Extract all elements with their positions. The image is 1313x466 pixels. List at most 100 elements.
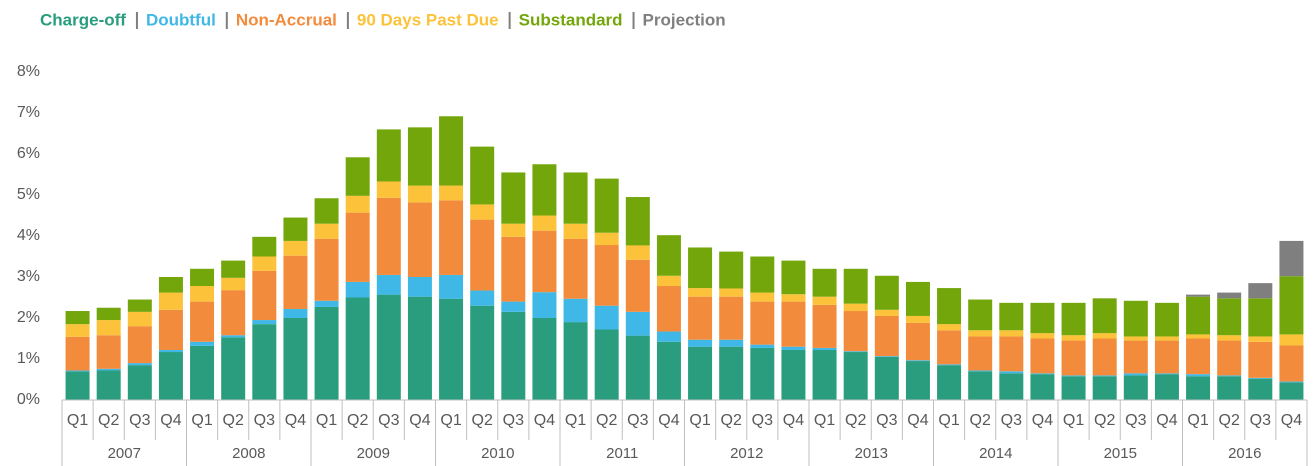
y-tick-label: 8% <box>17 63 40 80</box>
bar-segment <box>874 309 899 316</box>
bar-segment <box>968 299 993 331</box>
bar-segment <box>96 370 121 400</box>
bar-segment <box>1186 338 1211 375</box>
group-label: 2011 <box>606 445 638 462</box>
bar-segment <box>376 181 401 198</box>
x-tick-label: Q3 <box>378 412 399 429</box>
bar-segment <box>501 172 526 224</box>
bar-segment <box>1154 374 1179 400</box>
bar-segment <box>127 365 152 400</box>
x-tick-label: Q1 <box>1063 412 1084 429</box>
bar-segment <box>937 364 962 366</box>
bar-segment <box>1217 375 1242 377</box>
bar-segment <box>594 329 619 400</box>
bar-segment <box>656 331 681 342</box>
bar-segment <box>1123 375 1148 400</box>
bar-segment <box>127 311 152 327</box>
bar-segment <box>1279 382 1304 400</box>
bar-segment <box>625 335 650 400</box>
legend-entry: Doubtful <box>146 10 216 29</box>
bar-segment <box>470 305 495 400</box>
x-tick-label: Q2 <box>1219 412 1240 429</box>
bar-segment <box>1217 376 1242 400</box>
x-tick-label: Q1 <box>814 412 835 429</box>
bar-segment <box>190 268 215 287</box>
bar-segment <box>937 330 962 365</box>
x-tick-label: Q4 <box>658 412 679 429</box>
bar-segment <box>781 294 806 302</box>
bar-segment <box>905 360 930 362</box>
bar-segment <box>127 299 152 312</box>
x-tick-label: Q2 <box>721 412 742 429</box>
bar-segment <box>345 212 370 282</box>
x-tick-label: Q2 <box>845 412 866 429</box>
bar-segment <box>594 305 619 330</box>
bar-segment <box>874 356 899 357</box>
bar-segment <box>781 301 806 347</box>
bar-segment <box>563 298 588 323</box>
bar-segment <box>252 324 277 400</box>
bar-segment <box>501 236 526 302</box>
x-tick-label: Q4 <box>534 412 555 429</box>
bar-segment <box>905 281 930 316</box>
x-tick-label: Q4 <box>285 412 306 429</box>
bar-segment <box>999 373 1024 400</box>
y-tick-label: 0% <box>17 391 40 408</box>
group-label: 2008 <box>232 445 265 462</box>
x-tick-label: Q4 <box>1032 412 1053 429</box>
bar-segment <box>1217 340 1242 376</box>
bar-segment <box>190 341 215 346</box>
bar-segment <box>532 318 557 400</box>
bar-segment <box>750 292 775 302</box>
bar-segment <box>221 260 246 278</box>
bar-segment <box>158 352 183 400</box>
bar-segment <box>376 294 401 400</box>
bar-segment <box>1248 378 1273 400</box>
x-tick-label: Q3 <box>752 412 773 429</box>
bar-segment <box>874 275 899 310</box>
x-tick-label: Q2 <box>347 412 368 429</box>
bar-segment <box>407 277 432 297</box>
bar-segment <box>843 352 868 400</box>
bar-segment <box>843 311 868 352</box>
bar-segment <box>968 336 993 371</box>
bar-segment <box>470 290 495 306</box>
bar-segment <box>625 197 650 246</box>
bar-segment <box>594 232 619 246</box>
bar-segment <box>625 245 650 260</box>
group-label: 2007 <box>108 445 141 462</box>
legend-separator <box>135 12 138 29</box>
bar-segment <box>750 347 775 400</box>
bar-segment <box>283 318 308 400</box>
bar-segment <box>812 268 837 297</box>
bar-segment <box>314 198 339 224</box>
bar-segment <box>1061 302 1086 336</box>
bar-segment <box>314 300 339 307</box>
bar-segment <box>719 288 744 297</box>
legend-entry: 90 Days Past Due <box>357 10 499 29</box>
bar-segment <box>563 238 588 299</box>
x-tick-label: Q2 <box>596 412 617 429</box>
bar-segment <box>781 346 806 350</box>
bar-segment <box>283 240 308 256</box>
bar-segment <box>688 247 713 289</box>
bar-segment <box>905 315 930 323</box>
bar-segment <box>843 268 868 304</box>
bar-segment <box>1061 376 1086 400</box>
group-label: 2015 <box>1104 445 1137 462</box>
bar-segment <box>750 301 775 345</box>
bar-segment <box>1154 373 1179 375</box>
group-label: 2010 <box>481 445 514 462</box>
bar-segment <box>439 274 464 299</box>
bar-segment <box>314 238 339 301</box>
bar-segment <box>625 259 650 312</box>
bar-segment <box>781 349 806 400</box>
bar-segment <box>221 335 246 338</box>
bar-segment <box>407 127 432 186</box>
bar-segment <box>563 172 588 224</box>
y-tick-label: 7% <box>17 104 40 121</box>
x-tick-label: Q4 <box>783 412 804 429</box>
bar-segment <box>470 146 495 205</box>
bar-segment <box>1217 298 1242 336</box>
bar-segment <box>1030 302 1055 334</box>
